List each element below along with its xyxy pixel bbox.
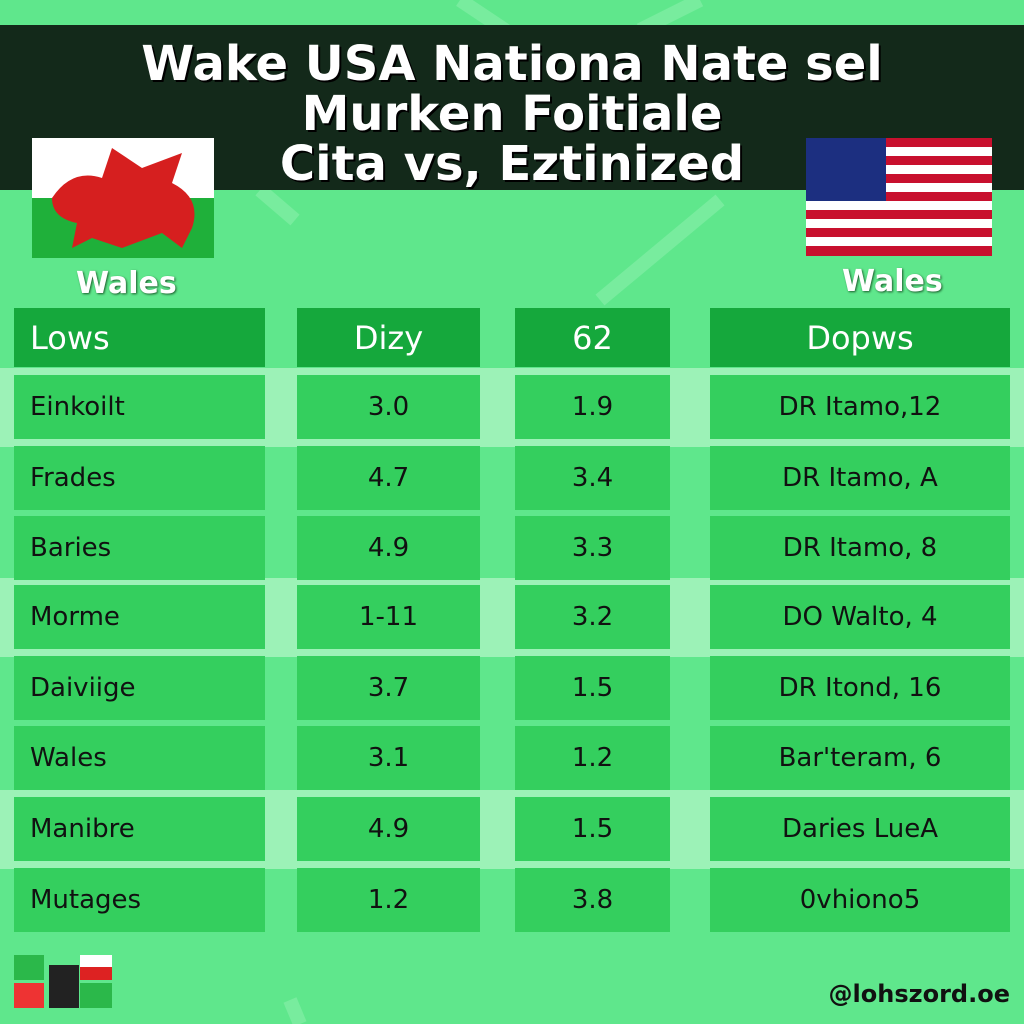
table-cell: Wales	[14, 726, 265, 790]
table-cell: DR Itamo, A	[710, 446, 1010, 510]
table-cell: Mutages	[14, 868, 265, 932]
table-cell: 4.9	[297, 516, 480, 580]
table-cell: 4.9	[297, 797, 480, 861]
column-header: 62	[515, 308, 670, 367]
table-cell: Bar'teram, 6	[710, 726, 1010, 790]
table-cell: Daries LueA	[710, 797, 1010, 861]
footer-icons	[14, 955, 112, 1008]
right-team: Wales	[842, 264, 943, 299]
table-cell: 3.8	[515, 868, 670, 932]
column-header: Dizy	[297, 308, 480, 367]
table-cell: 1.9	[515, 375, 670, 439]
table-cell: 3.2	[515, 585, 670, 649]
table-cell: 1.5	[515, 797, 670, 861]
title-line: Murken Foitiale	[301, 86, 723, 142]
usa-flag	[806, 138, 992, 256]
table-cell: 1.2	[515, 726, 670, 790]
table-cell: DR Itond, 16	[710, 656, 1010, 720]
table-cell: 3.1	[297, 726, 480, 790]
table-cell: Morme	[14, 585, 265, 649]
table-cell: Frades	[14, 446, 265, 510]
title-line: Cita vs, Eztinized	[279, 136, 745, 192]
table-cell: 3.4	[515, 446, 670, 510]
table-cell: Baries	[14, 516, 265, 580]
left-team: Wales	[76, 266, 177, 301]
table-cell: Einkoilt	[14, 375, 265, 439]
title-line: Wake USA Nationa Nate sel	[141, 36, 883, 92]
table-cell: DO Walto, 4	[710, 585, 1010, 649]
table-cell: 0vhiono5	[710, 868, 1010, 932]
column-header: Dopws	[710, 308, 1010, 367]
table-cell: 1.5	[515, 656, 670, 720]
column-header: Lows	[14, 308, 265, 367]
table-cell: DR Itamo,12	[710, 375, 1010, 439]
table-cell: 1.2	[297, 868, 480, 932]
table-cell: Daiviige	[14, 656, 265, 720]
footer-handle: @lohszord.oe	[828, 980, 1010, 1008]
table-cell: 1-11	[297, 585, 480, 649]
table-cell: 3.3	[515, 516, 670, 580]
table-cell: 3.0	[297, 375, 480, 439]
table-cell: 3.7	[297, 656, 480, 720]
table-cell: DR Itamo, 8	[710, 516, 1010, 580]
table-cell: 4.7	[297, 446, 480, 510]
wales-flag	[32, 138, 214, 258]
table-cell: Manibre	[14, 797, 265, 861]
